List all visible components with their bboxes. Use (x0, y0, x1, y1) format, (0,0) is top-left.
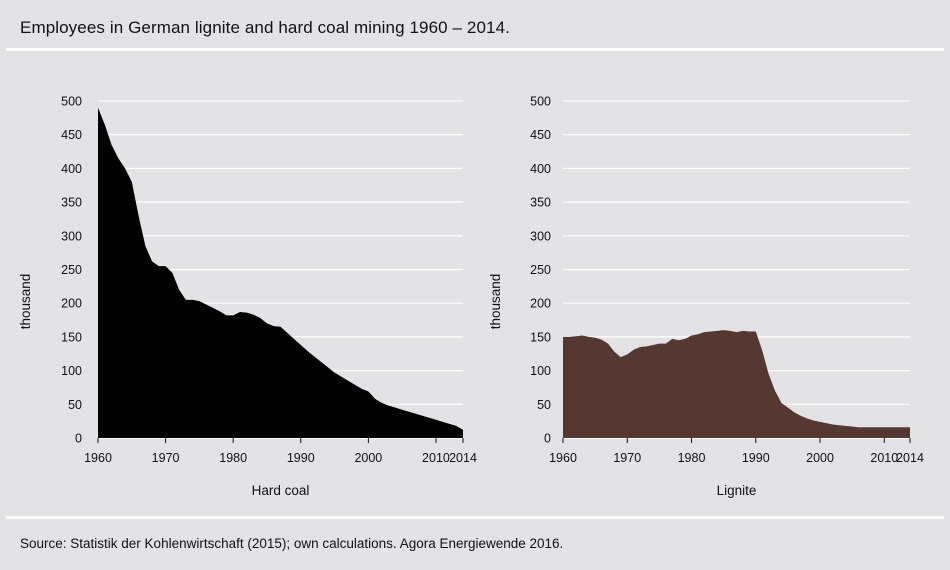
lignite-x-tick-label: 2000 (806, 451, 834, 465)
hard-coal-y-tick-label: 400 (61, 162, 82, 176)
source-note: Source: Statistik der Kohlenwirtschaft (… (20, 536, 564, 551)
footer-bar: Source: Statistik der Kohlenwirtschaft (… (6, 516, 944, 567)
hard-coal-x-tick-label: 1990 (287, 451, 315, 465)
lignite-y-tick-label: 500 (530, 95, 551, 109)
lignite-y-tick-label: 0 (544, 432, 551, 446)
lignite-chart: 0 50 100 150 200 250 300 350 400 450 500 1960 1970 19… (488, 95, 924, 499)
lignite-y-axis-title: thousand (488, 274, 503, 330)
lignite-y-tick-label: 400 (530, 162, 551, 176)
lignite-x-tick-label: 1980 (678, 451, 706, 465)
lignite-x-tick-label: 1990 (742, 451, 770, 465)
hard-coal-y-tick-label: 50 (68, 398, 82, 412)
hard-coal-x-tick-label: 2000 (354, 451, 382, 465)
hard-coal-x-tick-label: 2010 (422, 451, 450, 465)
lignite-y-tick-label: 200 (530, 297, 551, 311)
hard-coal-y-tick-label: 100 (61, 364, 82, 378)
hard-coal-x-tick-label: 1960 (84, 451, 112, 465)
hard-coal-area (98, 107, 463, 439)
hard-coal-y-tick-label: 500 (61, 95, 82, 109)
lignite-x-tick-label: 2014 (896, 451, 924, 465)
hard-coal-y-tick-label: 150 (61, 330, 82, 344)
hard-coal-y-tick-label: 200 (61, 297, 82, 311)
hard-coal-y-tick-label: 250 (61, 263, 82, 277)
lignite-y-tick-label: 450 (530, 128, 551, 142)
lignite-y-tick-label: 350 (530, 196, 551, 210)
lignite-area (563, 330, 910, 438)
hard-coal-y-tick-label: 0 (75, 432, 82, 446)
lignite-y-tick-label: 150 (530, 330, 551, 344)
lignite-x-tick-label: 1960 (549, 451, 577, 465)
hard-coal-y-axis-title: thousand (18, 274, 33, 330)
hard-coal-chart: 0 50 100 150 200 250 300 350 400 450 500 1960 1970 19… (18, 95, 477, 499)
figure-title: Employees in German lignite and hard coa… (20, 18, 510, 37)
lignite-x-tick-label: 1970 (613, 451, 641, 465)
hard-coal-x-tick-label: 2014 (449, 451, 477, 465)
lignite-y-tick-label: 100 (530, 364, 551, 378)
lignite-y-tick-label: 50 (537, 398, 551, 412)
title-bar: Employees in German lignite and hard coa… (6, 8, 944, 51)
lignite-x-tick-label: 2010 (870, 451, 898, 465)
hard-coal-y-tick-label: 300 (61, 229, 82, 243)
hard-coal-x-tick-label: 1970 (152, 451, 180, 465)
hard-coal-x-tick-label: 1980 (219, 451, 247, 465)
lignite-y-tick-label: 250 (530, 263, 551, 277)
hard-coal-y-tick-label: 350 (61, 196, 82, 210)
lignite-y-tick-label: 300 (530, 229, 551, 243)
hard-coal-x-axis-title: Hard coal (252, 483, 310, 498)
hard-coal-y-tick-label: 450 (61, 128, 82, 142)
lignite-x-axis-title: Lignite (717, 483, 757, 498)
